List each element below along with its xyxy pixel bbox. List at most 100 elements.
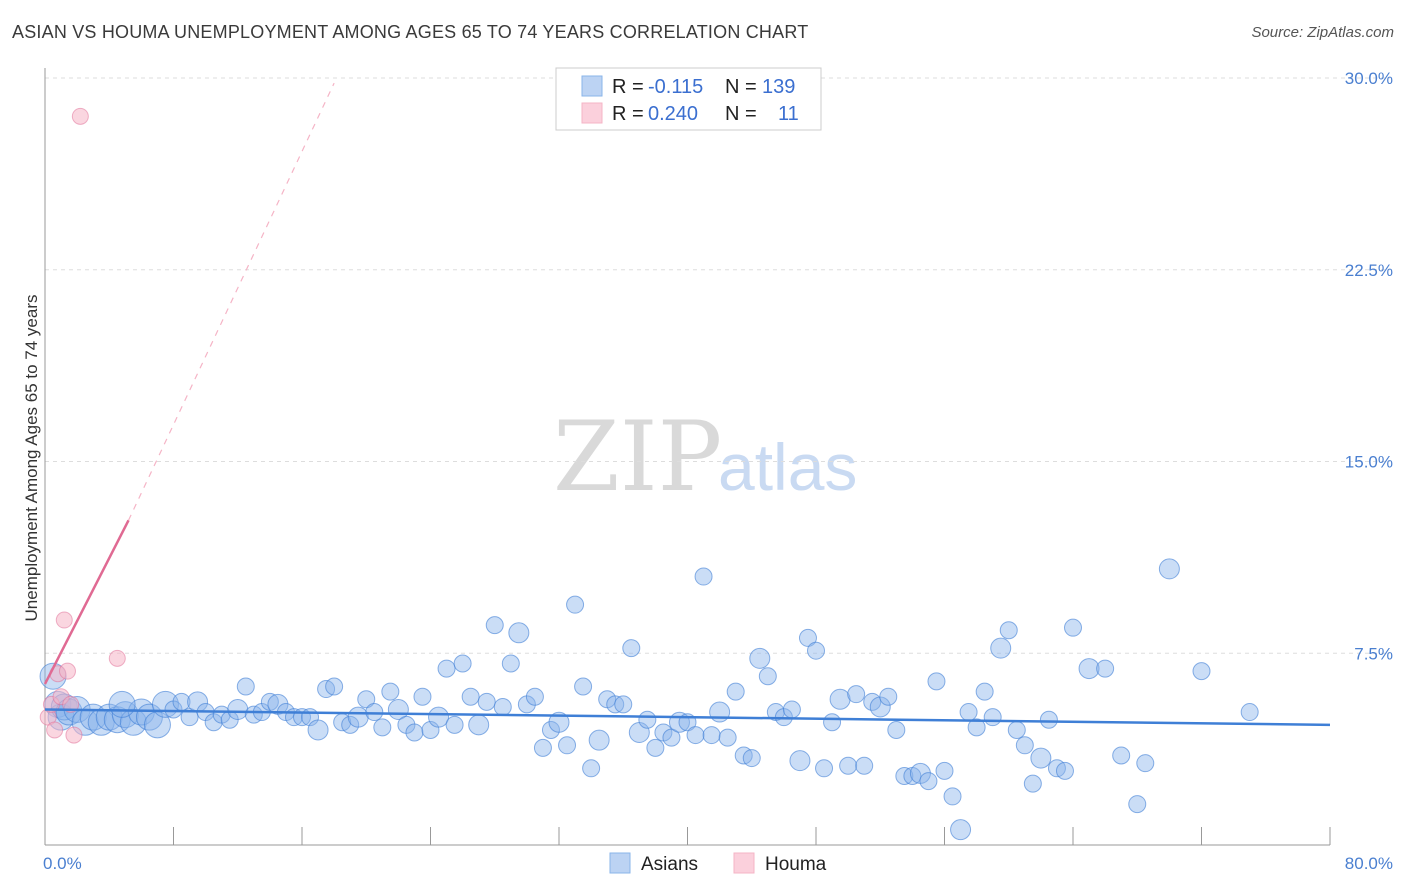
asians-point — [558, 736, 577, 755]
asians-point — [347, 706, 369, 728]
asians-point — [646, 738, 665, 757]
houma-point — [108, 649, 126, 667]
asians-point — [1039, 710, 1058, 729]
asians-point — [533, 738, 552, 757]
asians-point — [357, 690, 376, 709]
asians-point — [405, 723, 424, 742]
legend-r-label-houma: R = — [612, 103, 644, 125]
watermark-zip: ZIP — [553, 401, 722, 513]
asians-point — [718, 728, 737, 747]
y-axis-label: Unemployment Among Ages 65 to 74 years — [22, 295, 41, 622]
asians-point — [839, 756, 858, 775]
legend-r-label-asians: R = — [612, 76, 644, 98]
asians-point — [742, 749, 761, 768]
asians-point — [373, 718, 392, 737]
asians-point — [1015, 736, 1034, 755]
asians-point — [798, 628, 817, 647]
asians-point — [493, 697, 512, 716]
asians-point — [445, 715, 464, 734]
asians-point — [365, 703, 384, 722]
asians-point — [501, 654, 520, 673]
asians-point — [1136, 754, 1155, 773]
asians-point — [548, 711, 570, 733]
y-tick-label: 22.5% — [1345, 261, 1393, 280]
legend-n-value-asians: 139 — [762, 76, 795, 98]
houma-trend-extension — [127, 82, 335, 521]
asians-point — [574, 677, 593, 696]
asians-point — [950, 819, 972, 841]
chart-title: ASIAN VS HOUMA UNEMPLOYMENT AMONG AGES 6… — [12, 22, 809, 42]
y-tick-labels: 7.5% 15.0% 22.5% 30.0% — [1345, 69, 1393, 663]
houma-series — [39, 107, 126, 744]
asians-point — [180, 708, 199, 727]
asians-point — [428, 706, 450, 728]
asians-point — [990, 637, 1012, 659]
asians-point — [1030, 747, 1052, 769]
asians-point — [1240, 703, 1259, 722]
asians-point — [855, 756, 874, 775]
asians-point — [709, 701, 731, 723]
asians-point — [927, 672, 946, 691]
bottom-legend-houma: Houma — [765, 854, 827, 875]
asians-point — [421, 720, 440, 739]
asians-point — [758, 667, 777, 686]
asians-point — [983, 708, 1002, 727]
asians-point — [437, 659, 456, 678]
trend-lines — [43, 82, 1331, 727]
asians-point — [582, 759, 601, 778]
asians-point — [959, 703, 978, 722]
houma-point — [65, 726, 83, 744]
asians-point — [108, 690, 136, 718]
houma-point — [55, 611, 73, 629]
bottom-legend-swatch-houma — [733, 852, 755, 874]
legend-n-label-houma: N = — [725, 103, 757, 125]
asians-point — [1192, 662, 1211, 681]
asians-point — [789, 750, 811, 772]
asians-point — [967, 718, 986, 737]
asians-point — [1078, 658, 1100, 680]
asians-point — [525, 687, 544, 706]
asians-point — [749, 647, 771, 669]
legend-swatch-houma — [581, 102, 603, 124]
asians-point — [686, 726, 705, 745]
asians-point — [566, 595, 585, 614]
asians-point — [307, 719, 329, 741]
asians-point — [943, 787, 962, 806]
houma-point — [71, 107, 89, 125]
asians-point — [468, 714, 490, 736]
asians-point — [887, 720, 906, 739]
asians-point — [413, 687, 432, 706]
asians-point — [453, 654, 472, 673]
gridlines — [45, 77, 1390, 654]
asians-point — [325, 677, 344, 696]
bottom-legend-swatch-asians — [609, 852, 631, 874]
asians-point — [638, 710, 657, 729]
asians-point — [1112, 746, 1131, 765]
houma-point — [58, 662, 76, 680]
asians-point — [1023, 774, 1042, 793]
bottom-legend: Asians Houma — [609, 852, 827, 875]
asians-trend-line — [44, 708, 1331, 727]
legend-r-value-houma: 0.240 — [648, 103, 698, 125]
y-tick-label: 7.5% — [1354, 644, 1393, 663]
asians-point — [541, 720, 560, 739]
asians-point — [1158, 558, 1180, 580]
houma-point — [46, 721, 64, 739]
asians-point — [588, 729, 610, 751]
bottom-legend-asians: Asians — [641, 854, 698, 875]
asians-point — [726, 682, 745, 701]
asians-point — [461, 687, 480, 706]
asians-point — [662, 728, 681, 747]
asians-point — [919, 772, 938, 791]
legend-r-value-asians: -0.115 — [648, 76, 703, 98]
asians-point — [1064, 618, 1082, 637]
asians-point — [341, 715, 360, 734]
x-tick-label-max: 80.0% — [1345, 854, 1393, 873]
asians-point — [879, 687, 898, 706]
y-tick-label: 15.0% — [1345, 453, 1393, 472]
asians-point — [236, 677, 255, 696]
asians-point — [999, 621, 1018, 640]
asians-point — [622, 639, 641, 658]
legend: R = -0.115 N = 139 R = 0.240 N = 11 — [555, 67, 822, 131]
